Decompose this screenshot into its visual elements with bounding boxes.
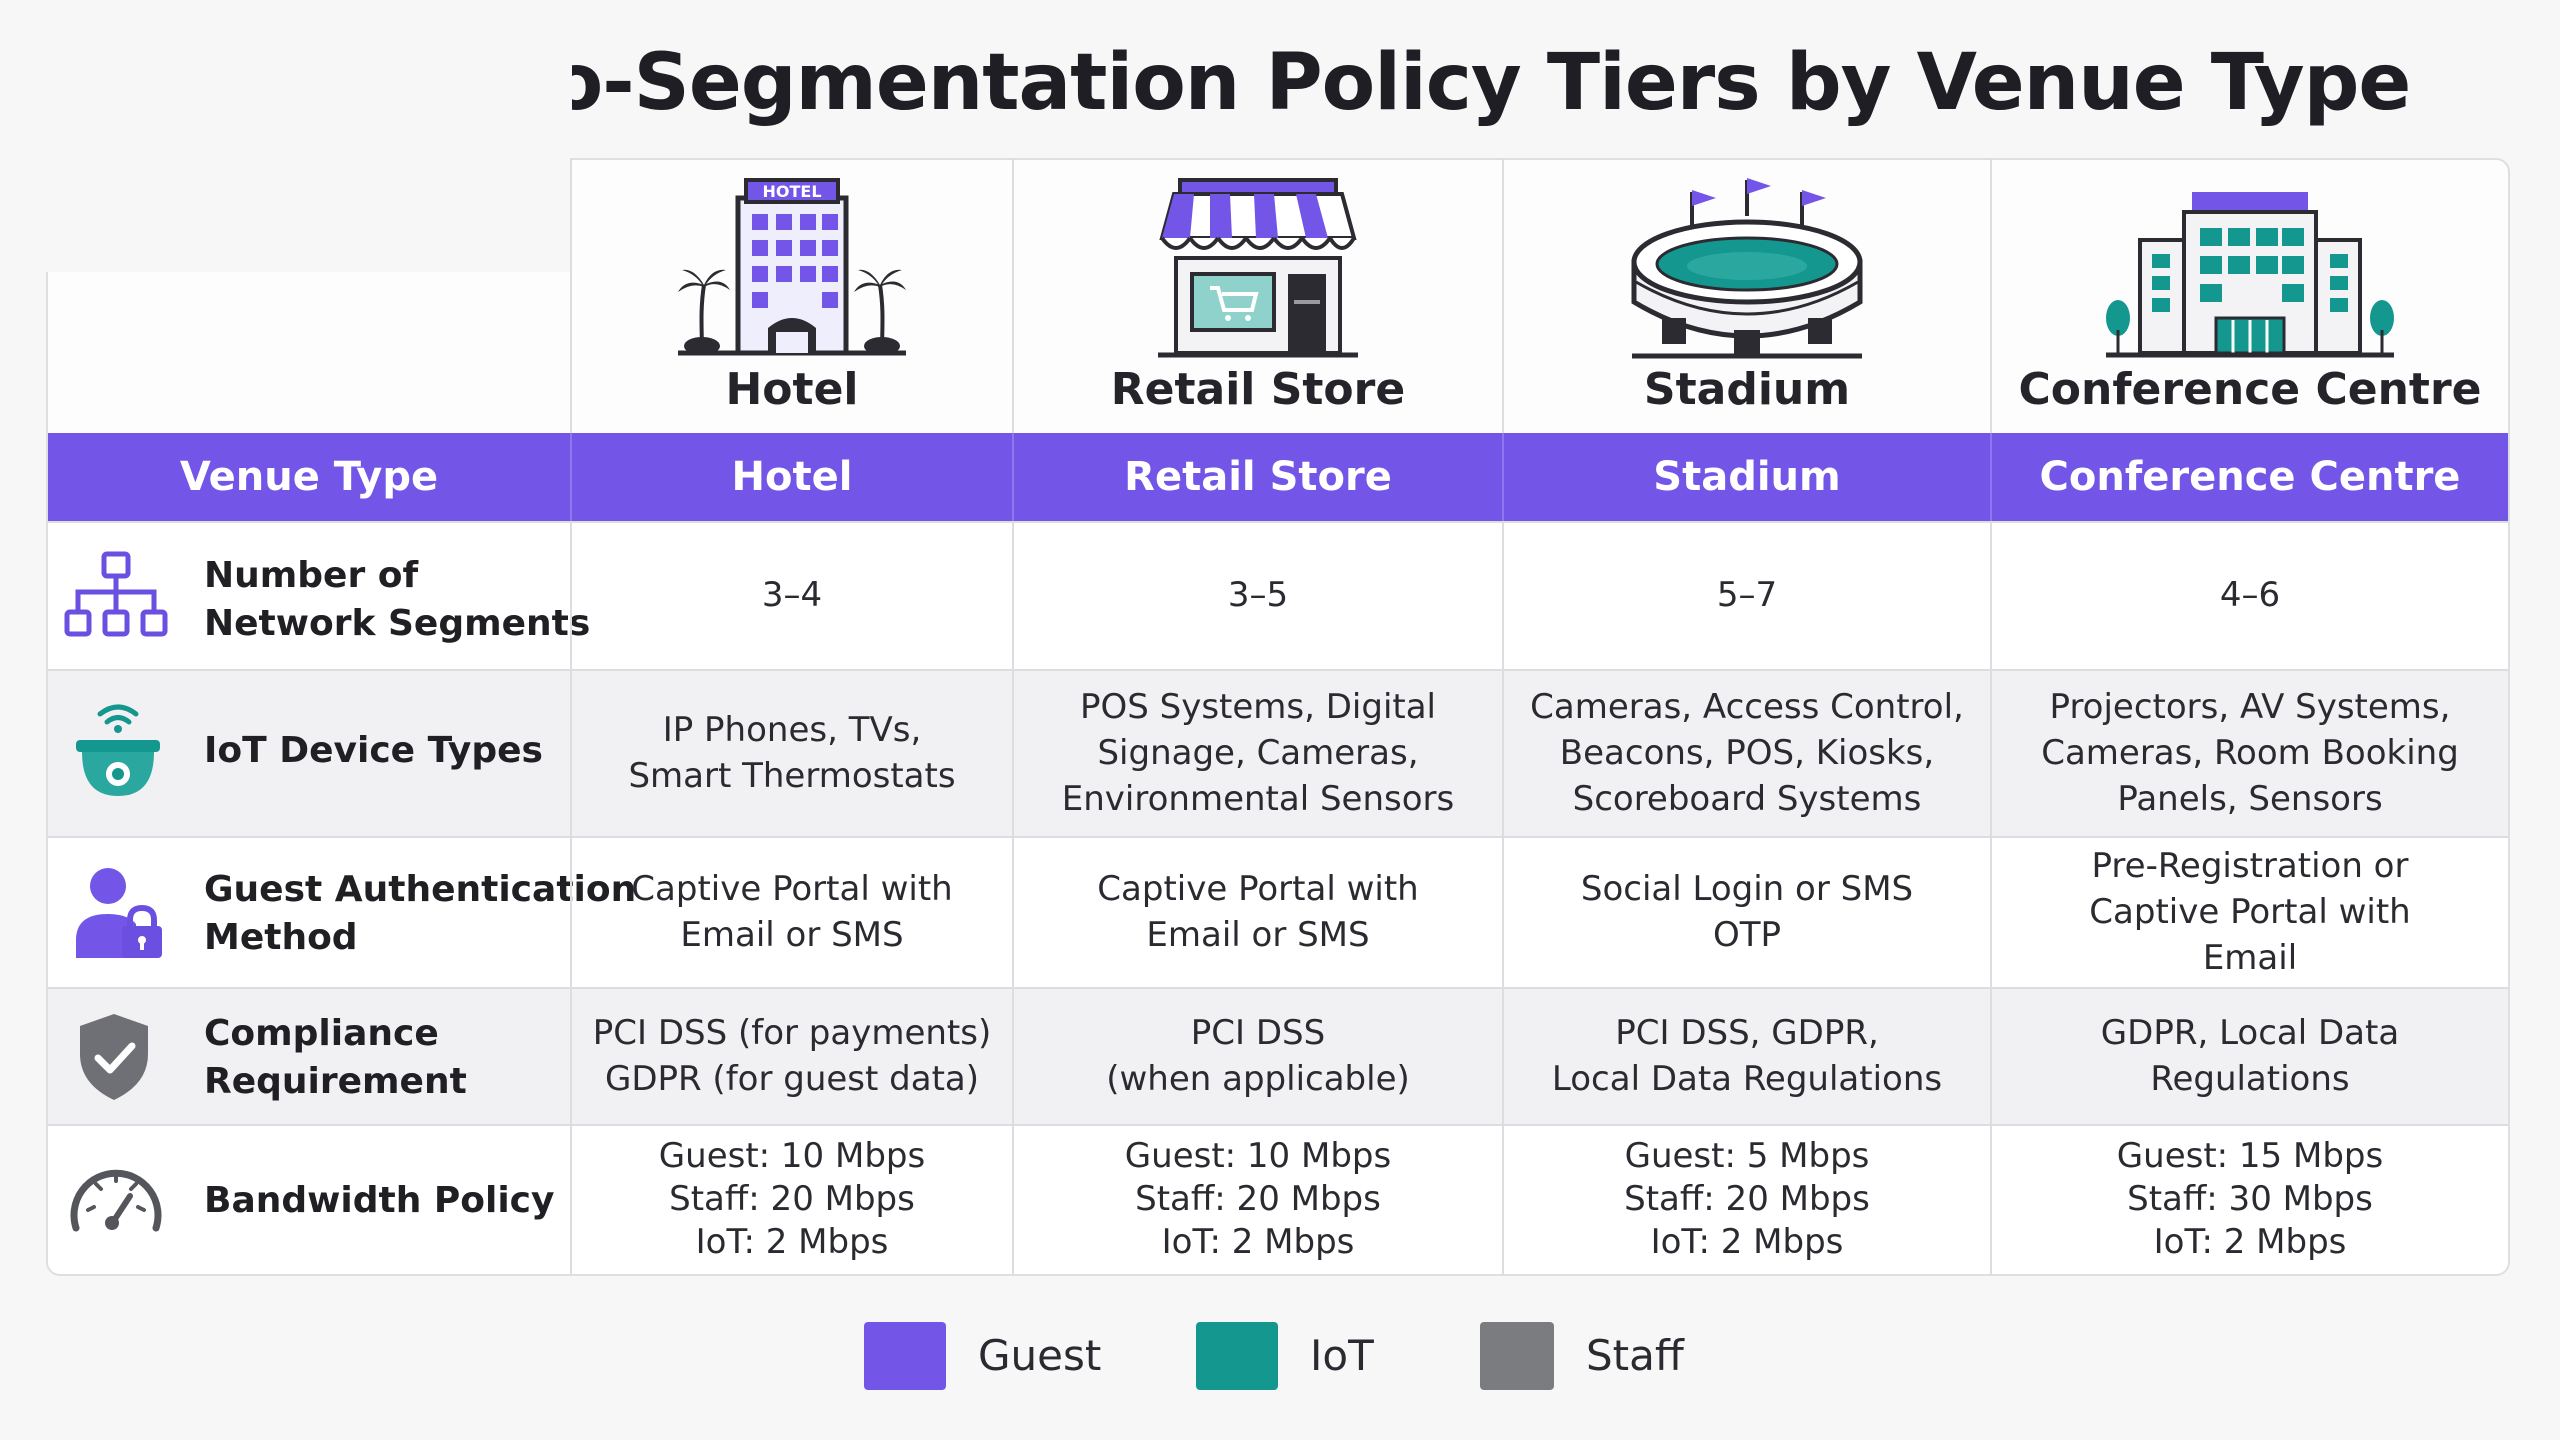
band-divider xyxy=(1012,433,1014,521)
table-cell: Projectors, AV Systems, Cameras, Room Bo… xyxy=(2041,686,2459,819)
table-cell: 5–7 xyxy=(1716,575,1778,615)
band-divider xyxy=(570,433,572,521)
table-cell: Guest: 5 Mbps Staff: 20 Mbps IoT: 2 Mbps xyxy=(1624,1135,1870,1262)
user-lock-icon xyxy=(76,868,162,958)
table-cell: Guest: 10 Mbps Staff: 20 Mbps IoT: 2 Mbp… xyxy=(1124,1135,1392,1262)
band-divider xyxy=(1990,433,1992,521)
column-divider xyxy=(1012,521,1014,1274)
network-hierarchy-icon xyxy=(64,551,168,637)
table-cell: Captive Portal with Email or SMS xyxy=(631,868,953,955)
hotel-building-icon: HOTEL xyxy=(678,178,906,356)
venue-name: Hotel xyxy=(725,364,859,415)
table-cell: 3–4 xyxy=(761,575,823,615)
column-header-retail-store: Retail Store xyxy=(1124,454,1392,500)
table-cell: Pre-Registration or Captive Portal with … xyxy=(2089,845,2411,978)
table-row-network-segments xyxy=(48,521,2508,669)
table-row-iot-device-types xyxy=(48,669,2508,836)
column-header-hotel: Hotel xyxy=(731,454,853,500)
table-cell: Cameras, Access Control, Beacons, POS, K… xyxy=(1530,686,1964,819)
table-cell: POS Systems, Digital Signage, Cameras, E… xyxy=(1061,686,1455,819)
hotel-sign-label: HOTEL xyxy=(762,182,821,201)
row-label: IoT Device Types xyxy=(204,730,543,771)
column-header-venue-type: Venue Type xyxy=(179,454,439,500)
table-row-compliance xyxy=(48,987,2508,1124)
band-divider xyxy=(1502,433,1504,521)
table-row-bandwidth-policy xyxy=(48,1124,2508,1274)
legend-label-iot: IoT xyxy=(1310,1331,1374,1380)
venue-header-conference-centre: Conference Centre xyxy=(1992,170,2508,432)
legend-label-staff: Staff xyxy=(1586,1331,1684,1380)
table-cell: Guest: 15 Mbps Staff: 30 Mbps IoT: 2 Mbp… xyxy=(2116,1135,2384,1262)
table-row-guest-authentication xyxy=(48,836,2508,987)
conference-centre-icon xyxy=(2106,192,2394,358)
legend-swatch-staff xyxy=(1480,1322,1554,1390)
shield-check-icon xyxy=(80,1014,148,1100)
column-header-conference-centre: Conference Centre xyxy=(2039,454,2461,500)
venue-header-retail-store: Retail Store xyxy=(1014,170,1502,432)
stadium-icon xyxy=(1631,178,1863,359)
column-header-stadium: Stadium xyxy=(1653,454,1841,500)
row-label: Bandwidth Policy xyxy=(204,1180,555,1221)
table-corner-blank xyxy=(0,0,572,272)
legend-swatch-iot xyxy=(1196,1322,1278,1390)
table-cell: Captive Portal with Email or SMS xyxy=(1097,868,1419,955)
row-label: Guest Authentication Method xyxy=(204,869,637,958)
column-divider xyxy=(1990,521,1992,1274)
venue-name: Conference Centre xyxy=(2018,364,2482,415)
table-cell: PCI DSS, GDPR, Local Data Regulations xyxy=(1551,1012,1943,1099)
row-label: Compliance Requirement xyxy=(204,1013,467,1102)
column-header-band xyxy=(48,433,2508,521)
venue-header-stadium: Stadium xyxy=(1504,170,1990,432)
column-divider xyxy=(1502,521,1504,1274)
column-divider xyxy=(570,521,572,1274)
table-cell: GDPR, Local Data Regulations xyxy=(2100,1012,2400,1099)
table-cell: PCI DSS (for payments) GDPR (for guest d… xyxy=(592,1012,992,1099)
table-cell: IP Phones, TVs, Smart Thermostats xyxy=(628,709,956,796)
legend-swatch-guest xyxy=(864,1322,946,1390)
table-cell: PCI DSS (when applicable) xyxy=(1106,1012,1410,1099)
table-cell: Social Login or SMS OTP xyxy=(1580,868,1914,955)
legend-label-guest: Guest xyxy=(978,1331,1102,1380)
table-cell: 4–6 xyxy=(2219,575,2281,615)
venue-name: Retail Store xyxy=(1110,364,1406,415)
venue-header-hotel: HOTEL Hotel xyxy=(572,170,1012,432)
row-label: Number of Network Segments xyxy=(204,555,591,644)
table-cell: 3–5 xyxy=(1227,575,1289,615)
speedometer-icon xyxy=(70,1169,162,1232)
table-cell: Guest: 10 Mbps Staff: 20 Mbps IoT: 2 Mbp… xyxy=(658,1135,926,1262)
iot-camera-icon xyxy=(76,704,160,796)
retail-store-icon xyxy=(1158,178,1358,358)
venue-name: Stadium xyxy=(1643,364,1851,415)
